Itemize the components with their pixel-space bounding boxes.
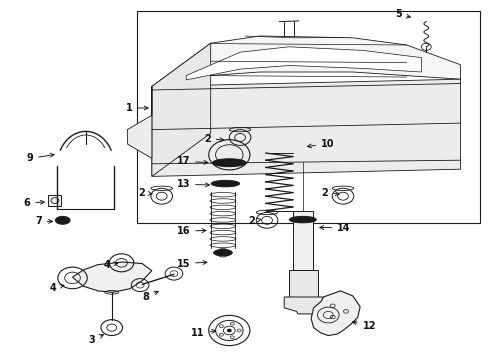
Polygon shape	[73, 262, 152, 292]
Text: 4: 4	[49, 283, 64, 293]
Text: 16: 16	[176, 226, 206, 236]
Text: 15: 15	[176, 258, 207, 269]
Text: 5: 5	[395, 9, 410, 19]
Text: 2: 2	[321, 188, 339, 198]
Text: 17: 17	[176, 156, 208, 166]
Polygon shape	[152, 79, 461, 176]
Text: 6: 6	[24, 198, 44, 208]
Polygon shape	[284, 297, 323, 314]
Polygon shape	[186, 47, 421, 80]
Ellipse shape	[211, 180, 240, 187]
Ellipse shape	[214, 249, 232, 256]
Text: 4: 4	[103, 260, 118, 270]
Polygon shape	[127, 86, 152, 158]
Polygon shape	[311, 291, 360, 336]
Polygon shape	[152, 43, 211, 176]
Text: 2: 2	[248, 216, 261, 226]
Bar	[137, 11, 480, 223]
Polygon shape	[293, 211, 313, 270]
Polygon shape	[48, 195, 61, 206]
Polygon shape	[289, 270, 318, 297]
Text: 1: 1	[125, 103, 148, 113]
Polygon shape	[152, 36, 461, 86]
Text: 3: 3	[89, 335, 103, 345]
Ellipse shape	[213, 159, 246, 167]
Text: 12: 12	[353, 321, 376, 331]
Text: 13: 13	[176, 179, 209, 189]
Ellipse shape	[55, 216, 70, 224]
Text: 9: 9	[26, 153, 54, 163]
Text: 14: 14	[320, 222, 351, 233]
Text: 8: 8	[143, 291, 158, 302]
Text: 10: 10	[308, 139, 335, 149]
Circle shape	[227, 329, 232, 332]
Text: 2: 2	[138, 188, 152, 198]
Ellipse shape	[289, 216, 317, 223]
Text: 11: 11	[191, 328, 216, 338]
Text: 7: 7	[35, 216, 52, 226]
Text: 2: 2	[204, 134, 224, 144]
